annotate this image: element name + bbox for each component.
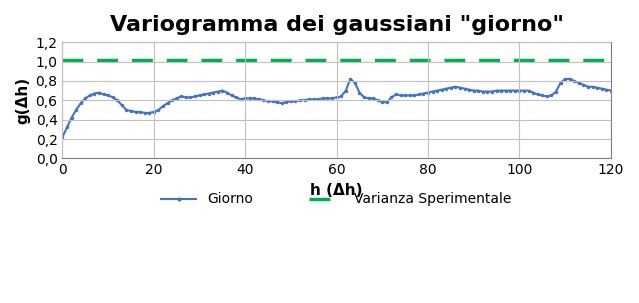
Y-axis label: g(Δh): g(Δh) [15,77,30,124]
X-axis label: h (Δh): h (Δh) [311,183,363,198]
Legend: Giorno, Varianza Sperimentale: Giorno, Varianza Sperimentale [156,187,518,212]
Title: Variogramma dei gaussiani "giorno": Variogramma dei gaussiani "giorno" [110,15,564,35]
